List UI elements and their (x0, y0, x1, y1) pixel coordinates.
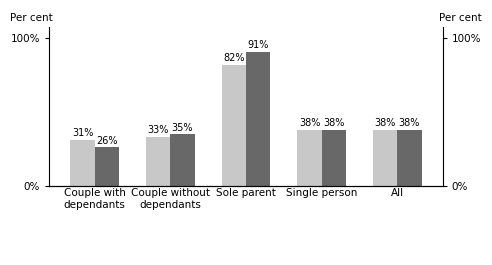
Bar (94, 147, 119, 185)
Text: 35%: 35% (172, 122, 193, 132)
Bar (70, 140, 94, 186)
Text: 38%: 38% (323, 118, 344, 128)
Bar (222, 65, 246, 186)
Bar (246, 51, 270, 186)
Text: 31%: 31% (72, 128, 93, 138)
Bar (322, 130, 346, 186)
Text: 38%: 38% (299, 118, 320, 128)
Text: 26%: 26% (96, 136, 118, 146)
Text: 38%: 38% (399, 118, 420, 128)
Text: 33%: 33% (148, 125, 169, 135)
Text: Per cent: Per cent (439, 13, 482, 23)
Text: 91%: 91% (247, 40, 269, 50)
Bar (298, 130, 322, 186)
Text: Per cent: Per cent (10, 13, 53, 23)
Bar (146, 137, 170, 185)
Bar (398, 130, 422, 186)
Bar (170, 134, 194, 186)
Text: 82%: 82% (223, 53, 245, 63)
Bar (373, 130, 398, 186)
Text: 38%: 38% (374, 118, 396, 128)
